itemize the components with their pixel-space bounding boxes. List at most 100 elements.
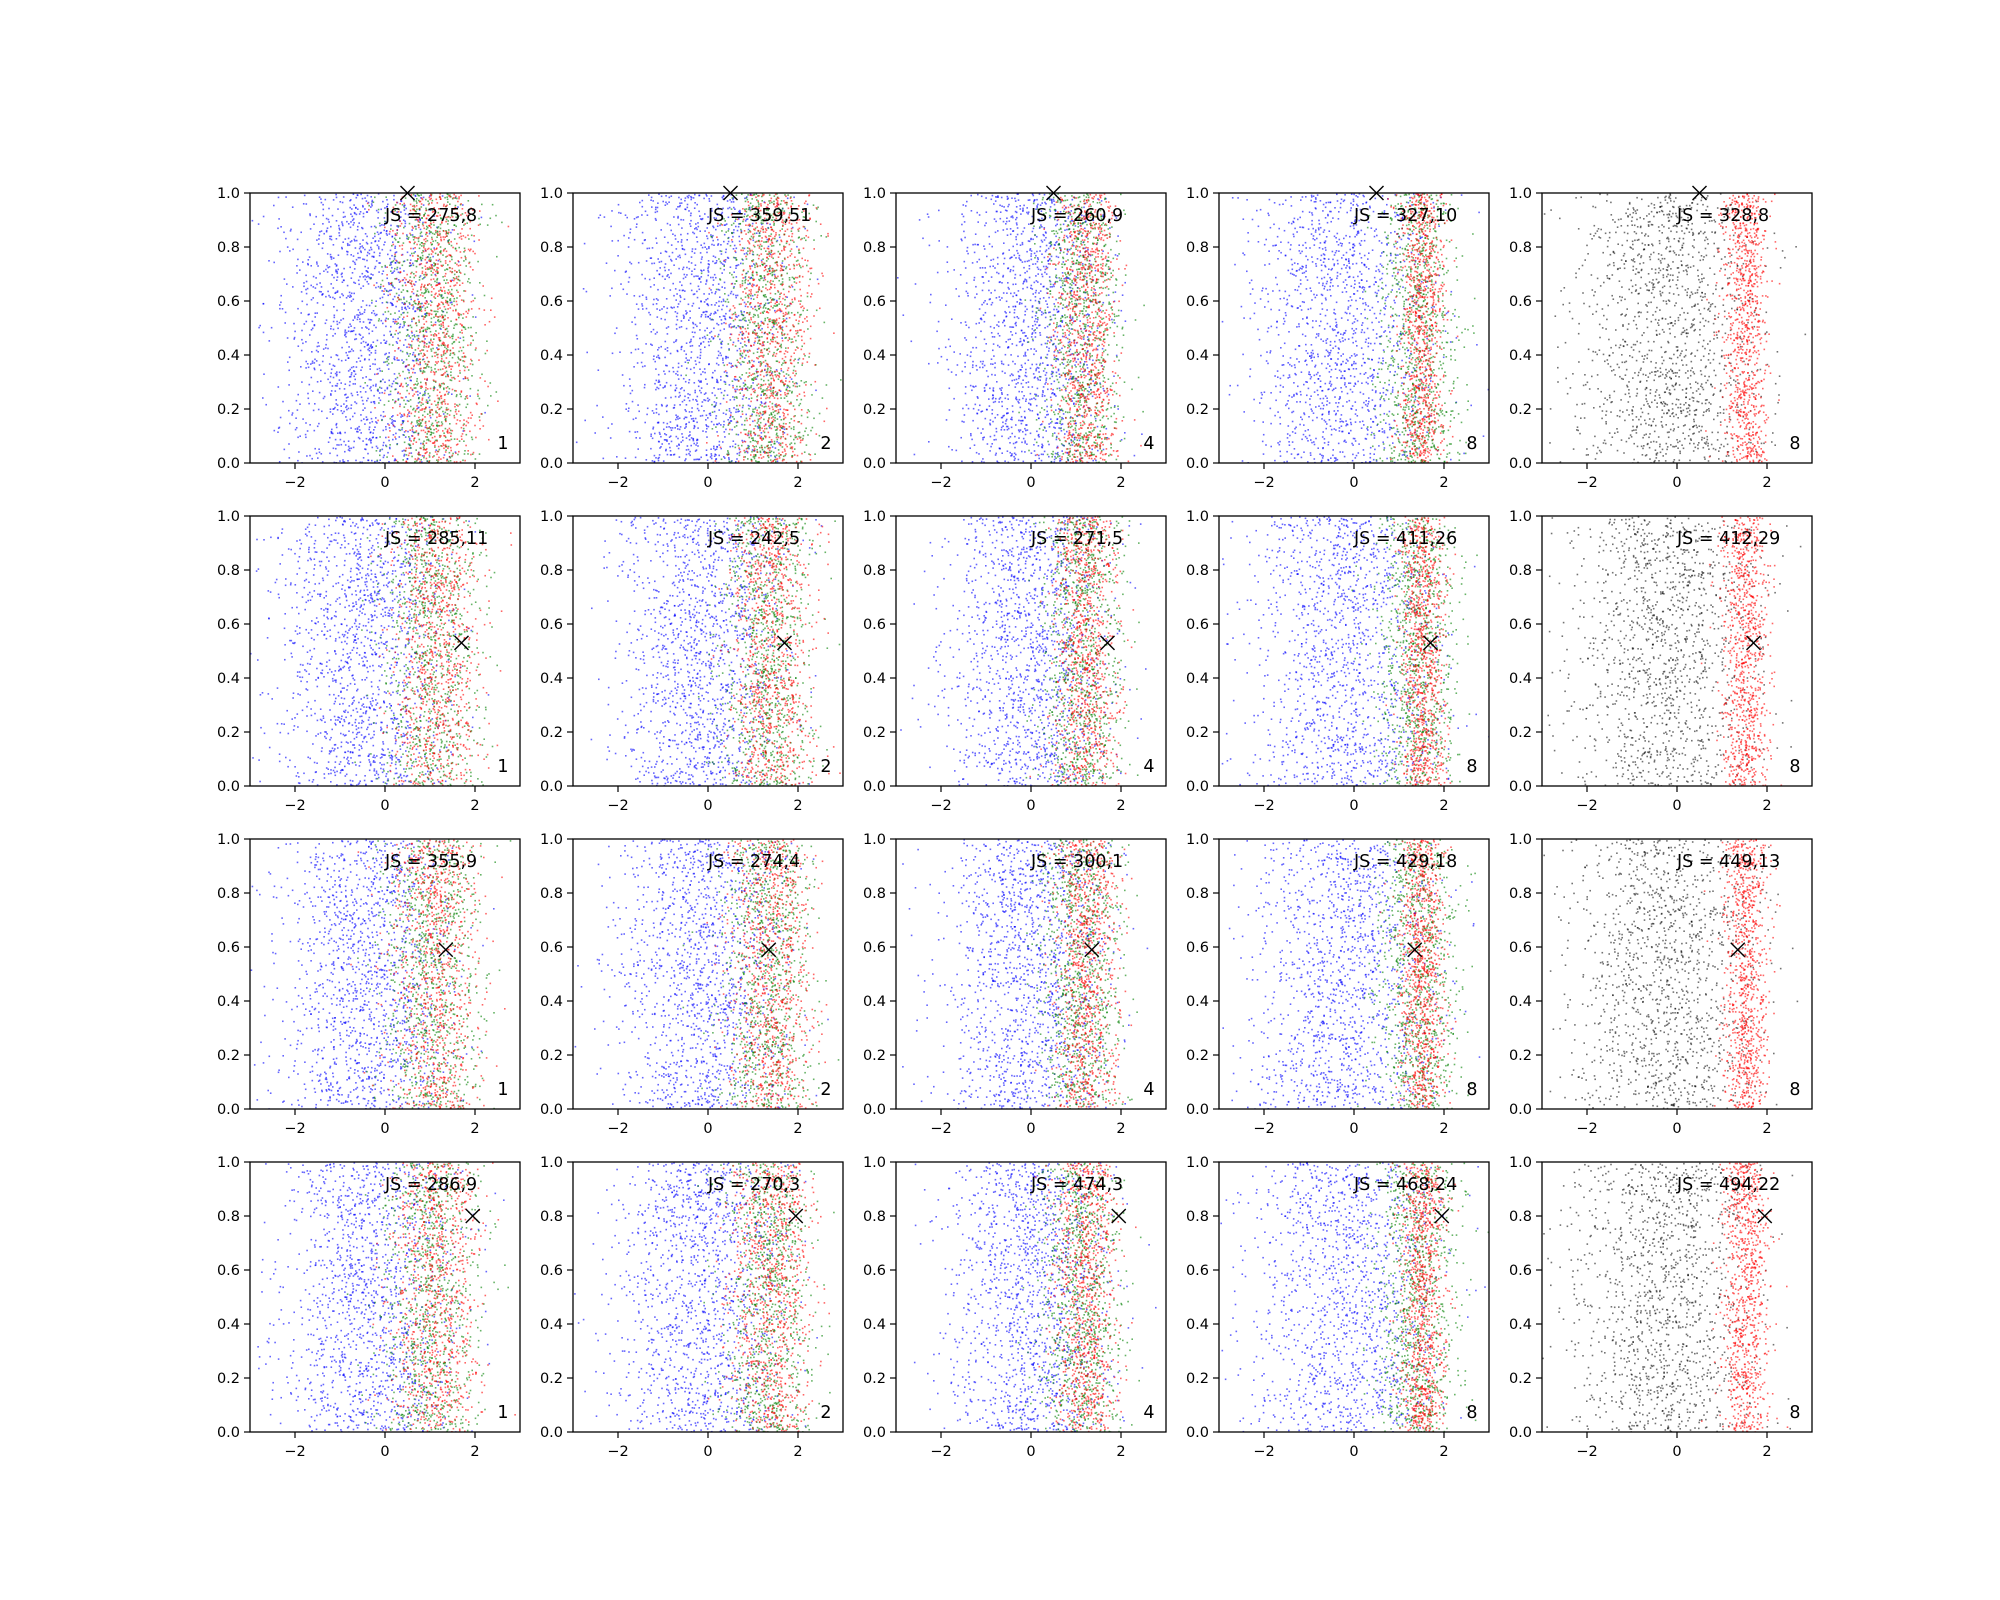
point-blue	[667, 326, 670, 328]
point-red	[444, 451, 447, 453]
point-blue	[673, 216, 675, 218]
point-blue	[692, 293, 695, 296]
point-green	[419, 232, 422, 235]
point-blue	[783, 428, 786, 431]
point-blue	[709, 456, 712, 458]
point-blue	[681, 244, 683, 247]
point-green	[451, 455, 453, 458]
point-green	[399, 429, 402, 432]
point-blue	[648, 194, 650, 196]
point-blue	[684, 199, 686, 202]
point-blue	[424, 426, 427, 429]
point-green	[423, 367, 426, 369]
point-red	[449, 349, 452, 352]
point-green	[414, 460, 416, 463]
point-red	[440, 323, 443, 325]
point-blue	[705, 378, 707, 380]
point-blue	[373, 251, 376, 254]
point-blue	[325, 230, 328, 233]
point-green	[411, 427, 413, 429]
point-green	[417, 237, 420, 240]
point-blue	[707, 417, 709, 419]
point-blue	[631, 400, 634, 403]
point-red	[447, 346, 449, 348]
point-green	[421, 223, 424, 225]
point-blue	[703, 410, 705, 412]
point-green	[759, 421, 762, 424]
point-green	[768, 417, 770, 419]
point-red	[431, 266, 433, 269]
point-green	[795, 436, 798, 438]
point-green	[428, 460, 431, 462]
point-blue	[375, 445, 378, 448]
point-red	[443, 342, 445, 344]
point-green	[450, 438, 453, 441]
point-blue	[365, 448, 367, 451]
point-red	[445, 216, 447, 219]
point-green	[451, 211, 453, 213]
point-red	[411, 285, 413, 288]
point-blue	[697, 445, 699, 447]
point-blue	[690, 351, 693, 353]
point-green	[745, 197, 748, 199]
point-blue	[641, 242, 644, 245]
point-red	[445, 420, 447, 423]
point-green	[374, 232, 376, 235]
point-green	[423, 346, 425, 348]
point-blue	[366, 211, 369, 213]
point-blue	[637, 216, 639, 218]
point-red	[462, 352, 465, 354]
point-blue	[344, 444, 347, 446]
point-blue	[734, 251, 737, 254]
point-green	[436, 230, 439, 233]
point-green	[447, 240, 450, 242]
point-red	[424, 273, 427, 276]
point-blue	[700, 314, 703, 316]
point-blue	[689, 225, 692, 227]
point-blue	[330, 393, 332, 395]
point-red	[458, 410, 460, 413]
point-green	[751, 206, 753, 208]
point-blue	[671, 251, 674, 254]
point-blue	[695, 458, 697, 461]
point-blue	[356, 314, 358, 316]
point-blue	[295, 427, 298, 429]
point-blue	[743, 440, 746, 442]
point-red	[493, 316, 496, 318]
point-blue	[433, 247, 435, 249]
point-green	[739, 352, 741, 355]
point-blue	[335, 424, 337, 426]
point-red	[456, 419, 459, 421]
point-blue	[732, 201, 735, 203]
point-red	[459, 461, 462, 463]
point-blue	[305, 280, 308, 283]
point-blue	[680, 326, 683, 328]
point-blue	[295, 417, 297, 419]
point-blue	[371, 330, 374, 332]
point-green	[429, 426, 431, 428]
point-red	[434, 229, 437, 232]
point-red	[424, 271, 427, 274]
point-green	[442, 331, 444, 334]
point-green	[777, 378, 780, 380]
point-green	[451, 258, 453, 261]
point-green	[421, 292, 423, 294]
point-blue	[625, 403, 628, 405]
point-blue	[726, 305, 728, 308]
point-blue	[724, 251, 727, 254]
point-blue	[352, 260, 354, 263]
point-blue	[693, 458, 695, 461]
point-blue	[344, 215, 346, 218]
point-blue	[681, 289, 684, 292]
point-red	[430, 264, 432, 266]
point-blue	[760, 432, 763, 434]
point-red	[467, 344, 469, 347]
point-red	[414, 237, 416, 239]
point-blue	[313, 324, 316, 326]
point-red	[457, 200, 459, 203]
point-blue	[350, 392, 353, 395]
point-red	[430, 265, 433, 267]
point-red	[443, 290, 446, 292]
point-red	[433, 440, 436, 443]
